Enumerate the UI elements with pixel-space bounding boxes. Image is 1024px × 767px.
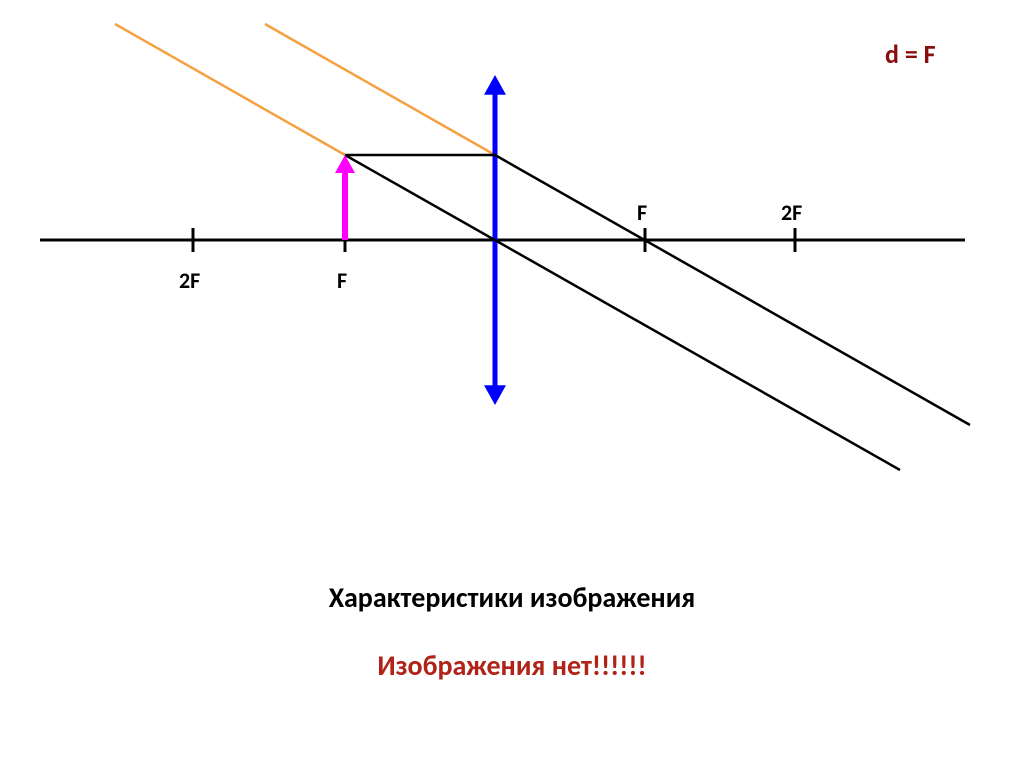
svg-text:2F: 2F: [179, 267, 200, 294]
svg-text:F: F: [337, 267, 347, 294]
condition-title: d = F: [885, 38, 936, 70]
svg-text:F: F: [637, 199, 647, 226]
no-image-caption: Изображения нет!!!!!!: [0, 648, 1024, 683]
svg-text:2F: 2F: [781, 199, 802, 226]
characteristics-caption: Характеристики изображения: [0, 580, 1024, 615]
